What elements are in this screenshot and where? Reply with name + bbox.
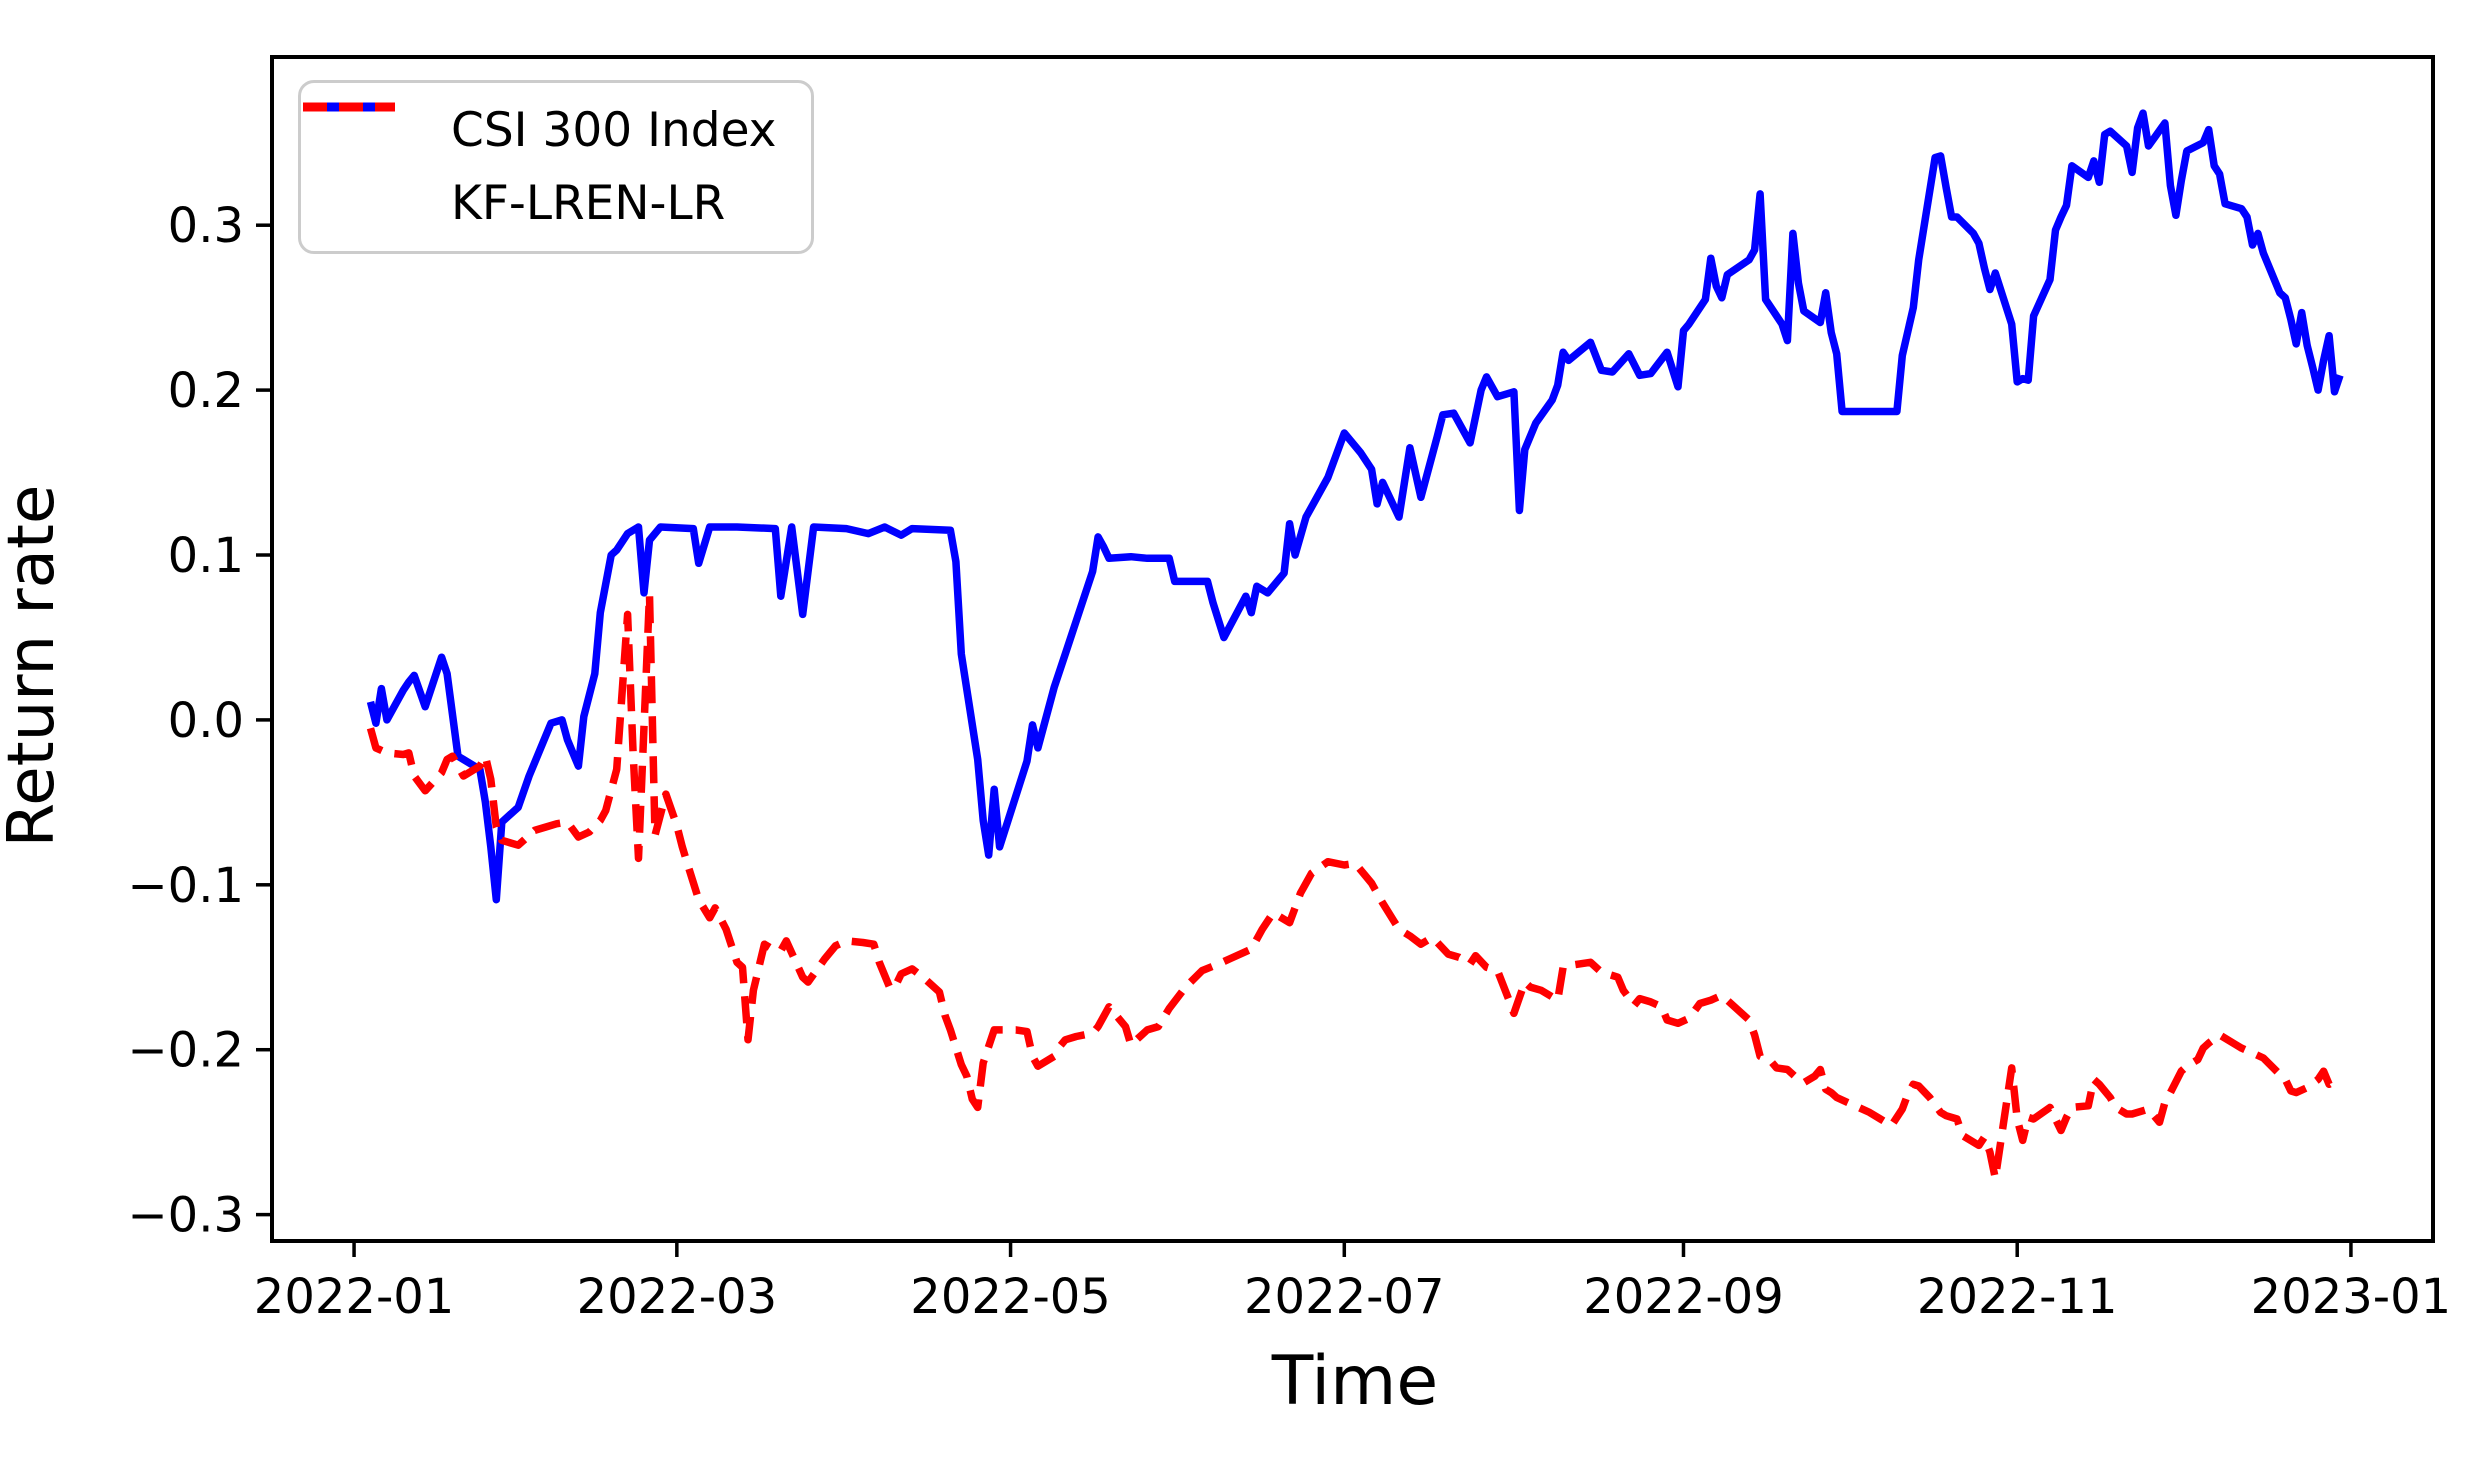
- y-tick-label: 0.3: [168, 198, 244, 254]
- x-tick-label: 2022-07: [1244, 1269, 1445, 1325]
- series-line-csi-300-index: [366, 109, 2344, 904]
- y-tick-label: 0.1: [168, 528, 244, 584]
- x-tick-label: 2022-01: [254, 1269, 455, 1325]
- y-tick-label: 0.0: [168, 693, 244, 749]
- y-tick-label: −0.3: [127, 1188, 244, 1244]
- series-line-kf-lren-lr: [366, 590, 2342, 1183]
- x-tick-label: 2022-09: [1583, 1269, 1784, 1325]
- x-tick-label: 2022-03: [577, 1269, 778, 1325]
- legend-line-dashed-sample: [303, 102, 421, 228]
- y-tick-label: 0.2: [168, 363, 244, 419]
- legend-label: KF-LREN-LR: [451, 176, 726, 231]
- plot-spines: [270, 55, 2435, 1243]
- legend-item-kf-lren-lr: KF-LREN-LR: [303, 102, 777, 231]
- x-tick-label: 2022-11: [1917, 1269, 2118, 1325]
- y-axis-label: Return rate: [0, 484, 69, 848]
- legend: CSI 300 Index KF-LREN-LR: [298, 80, 814, 254]
- legend-label: CSI 300 Index: [451, 103, 777, 158]
- x-tick-label: 2023-01: [2251, 1269, 2452, 1325]
- y-tick-label: −0.1: [127, 858, 244, 914]
- y-tick-label: −0.2: [127, 1023, 244, 1079]
- x-axis-label: Time: [1271, 1342, 1439, 1421]
- x-tick-label: 2022-05: [910, 1269, 1111, 1325]
